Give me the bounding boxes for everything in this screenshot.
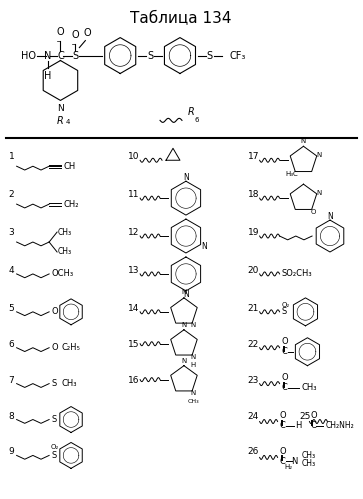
Text: H: H [295, 421, 302, 430]
Text: S: S [72, 50, 78, 60]
Text: S: S [51, 415, 56, 424]
Text: H₂: H₂ [285, 465, 293, 471]
Text: S: S [51, 451, 56, 460]
Text: N: N [182, 289, 187, 295]
Text: H: H [191, 362, 196, 368]
Text: 5: 5 [9, 304, 15, 313]
Text: 16: 16 [128, 376, 140, 385]
Text: CH₃: CH₃ [302, 459, 315, 468]
Text: 4: 4 [65, 119, 70, 125]
Text: N: N [182, 322, 187, 328]
Text: O: O [310, 411, 317, 420]
Text: 24: 24 [248, 412, 259, 421]
Text: 17: 17 [248, 152, 259, 161]
Text: 4: 4 [9, 266, 14, 275]
Text: CH: CH [63, 162, 75, 171]
Text: 1: 1 [9, 152, 15, 161]
Text: O₂: O₂ [51, 445, 60, 451]
Text: 10: 10 [128, 152, 140, 161]
Text: N: N [57, 104, 64, 113]
Text: 12: 12 [128, 228, 139, 237]
Text: N: N [316, 152, 321, 158]
Text: N: N [183, 290, 189, 299]
Text: O: O [282, 337, 288, 346]
Text: 22: 22 [248, 340, 259, 349]
Text: O: O [311, 209, 316, 215]
Text: N: N [191, 390, 196, 396]
Text: 26: 26 [248, 448, 259, 457]
Text: O: O [83, 27, 91, 37]
Text: S: S [282, 307, 287, 316]
Text: N: N [291, 457, 298, 466]
Text: C: C [310, 421, 316, 430]
Text: N: N [182, 358, 187, 364]
Text: N: N [191, 322, 196, 328]
Text: H₃C: H₃C [285, 171, 298, 177]
Text: R: R [188, 107, 195, 117]
Text: 20: 20 [248, 266, 259, 275]
Text: 25: 25 [299, 412, 311, 421]
Text: 7: 7 [9, 376, 15, 385]
Text: O: O [51, 307, 58, 316]
Text: C: C [282, 383, 287, 392]
Text: S: S [51, 379, 56, 388]
Text: CH₃: CH₃ [58, 248, 72, 256]
Text: N: N [201, 242, 207, 251]
Text: CF₃: CF₃ [230, 50, 246, 60]
Text: O: O [51, 343, 58, 352]
Text: CH₂: CH₂ [63, 200, 78, 209]
Text: 23: 23 [248, 376, 259, 385]
Text: O: O [57, 26, 64, 36]
Text: CH₃: CH₃ [188, 399, 199, 404]
Text: OCH₃: OCH₃ [51, 269, 73, 278]
Text: C₂H₅: C₂H₅ [61, 343, 80, 352]
Text: S: S [207, 50, 213, 60]
Text: N: N [191, 354, 196, 360]
Text: O: O [282, 373, 288, 382]
Text: 6: 6 [9, 340, 15, 349]
Text: CH₃: CH₃ [58, 228, 72, 237]
Text: C: C [280, 457, 285, 466]
Text: CH₃: CH₃ [61, 379, 77, 388]
Text: 13: 13 [128, 266, 140, 275]
Text: CH₃: CH₃ [302, 451, 315, 460]
Text: 19: 19 [248, 228, 259, 237]
Text: O: O [280, 411, 286, 420]
Text: N: N [44, 50, 51, 60]
Text: CH₃: CH₃ [302, 383, 317, 392]
Text: 15: 15 [128, 340, 140, 349]
Text: R: R [57, 116, 64, 126]
Text: C: C [57, 50, 64, 60]
Text: C: C [282, 347, 287, 356]
Text: 2: 2 [9, 190, 14, 199]
Text: H: H [44, 71, 51, 81]
Text: O: O [280, 447, 286, 456]
Text: 6: 6 [195, 117, 199, 123]
Text: 8: 8 [9, 412, 15, 421]
Text: Таблица 134: Таблица 134 [130, 10, 232, 25]
Text: 11: 11 [128, 190, 140, 199]
Text: O: O [72, 29, 79, 39]
Text: SO₂CH₃: SO₂CH₃ [282, 269, 312, 278]
Text: S: S [147, 50, 153, 60]
Text: N: N [301, 138, 306, 144]
Text: N: N [327, 212, 333, 221]
Text: N: N [183, 173, 189, 182]
Text: N: N [316, 190, 321, 196]
Text: 18: 18 [248, 190, 259, 199]
Text: 14: 14 [128, 304, 139, 313]
Text: 9: 9 [9, 448, 15, 457]
Text: O₂: O₂ [282, 302, 290, 308]
Text: 21: 21 [248, 304, 259, 313]
Text: CH₂NH₂: CH₂NH₂ [325, 421, 354, 430]
Text: C: C [280, 421, 285, 430]
Text: HO: HO [21, 50, 36, 60]
Text: 3: 3 [9, 228, 15, 237]
